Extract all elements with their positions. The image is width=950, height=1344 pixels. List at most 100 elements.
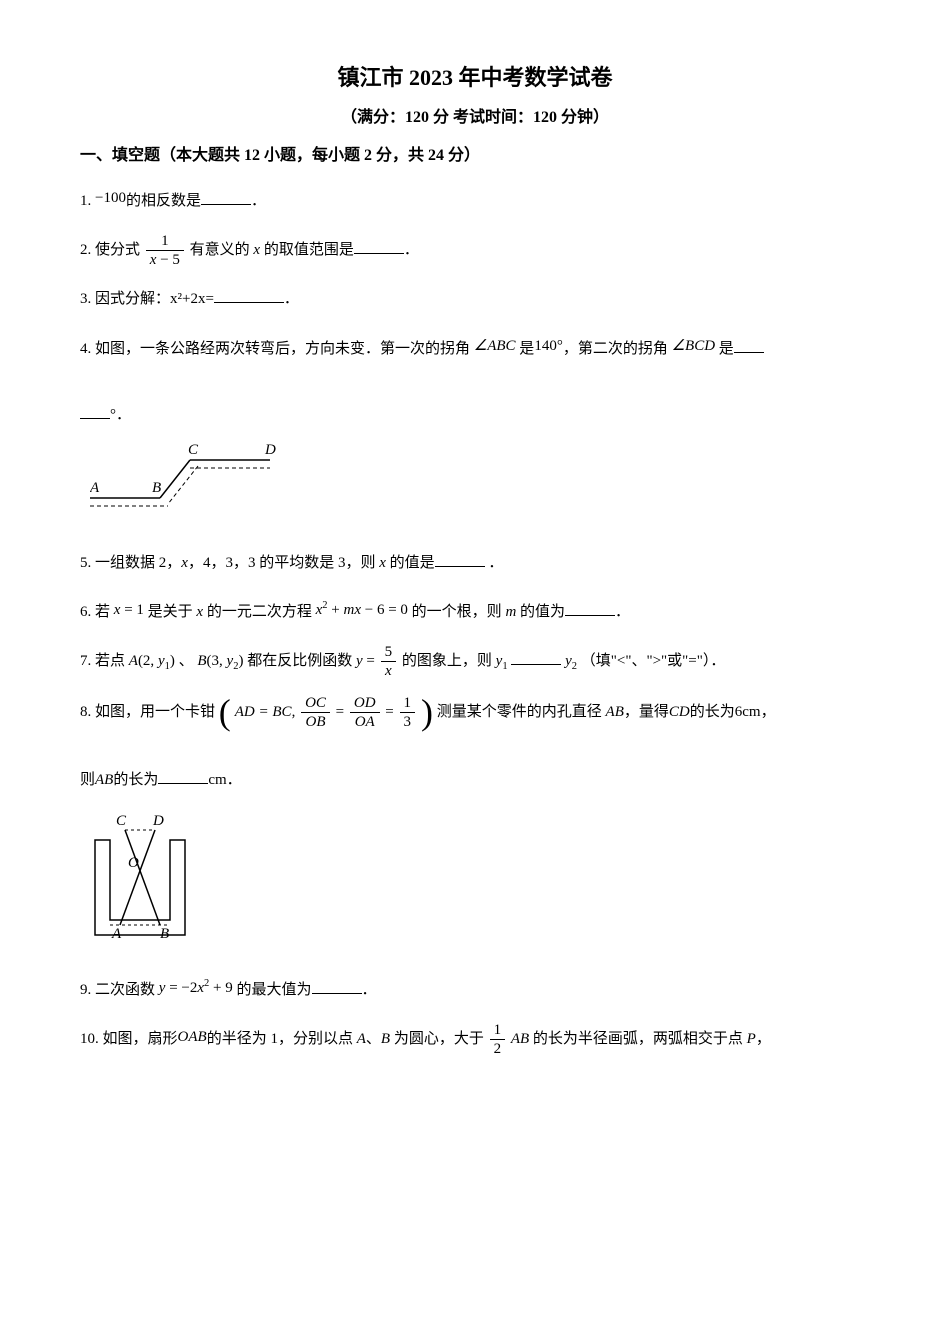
question-1: 1. −100的相反数是．	[80, 182, 870, 218]
q-text: 若	[95, 604, 110, 620]
var-ab: AB	[606, 704, 624, 720]
question-3: 3. 因式分解：x²+2x=．	[80, 283, 870, 316]
question-6: 6. 若 x = 1 是关于 x 的一元二次方程 x2 + mx − 6 = 0…	[80, 594, 870, 629]
big-paren: ( AD = BC, OCOB = ODOA = 13 )	[219, 694, 433, 731]
answer-blank	[214, 287, 284, 303]
q-text: 的图象上，则	[402, 653, 492, 669]
unit: cm．	[208, 772, 241, 788]
plus: +	[328, 602, 344, 618]
question-7: 7. 若点 A(2, y1) 、 B(3, y2) 都在反比例函数 y = 5 …	[80, 643, 870, 680]
point-P: P	[747, 1031, 756, 1047]
fraction-half: 12	[490, 1021, 506, 1058]
num-oc: OC	[301, 694, 330, 713]
value-neg100: −100	[95, 190, 126, 206]
var-oab: OAB	[178, 1029, 207, 1045]
q-text: ，4，3，3 的平均数是 3，则	[188, 555, 379, 571]
answer-blank	[201, 189, 251, 205]
q-number: 7.	[80, 653, 95, 669]
figure-caliper: C D O A B	[90, 805, 870, 958]
q-text: 若点	[95, 653, 125, 669]
answer-blank	[565, 600, 615, 616]
num-od: OD	[350, 694, 380, 713]
paren-content: AD = BC, OCOB = ODOA = 13	[231, 694, 421, 731]
q-text: 的一个根，则	[412, 604, 506, 620]
q-text: 的取值范围是	[260, 242, 354, 258]
var-ab: AB	[95, 772, 113, 788]
period: ．	[284, 291, 299, 307]
q-text: 都在反比例函数	[247, 653, 352, 669]
coord-l: (2,	[138, 653, 158, 669]
svg-text:D: D	[152, 813, 164, 829]
road-svg: C D A B	[90, 440, 300, 520]
q-number: 10.	[80, 1031, 103, 1047]
q-text: 是	[516, 341, 535, 357]
var-cd: CD	[669, 704, 690, 720]
q-text: 一组数据 2，	[95, 555, 181, 571]
point-A: A	[357, 1031, 366, 1047]
angle-abc: ∠ABC	[474, 338, 516, 354]
period: ．	[615, 604, 630, 620]
var-y: y	[356, 653, 363, 669]
q-text: 为圆心，大于	[390, 1031, 484, 1047]
question-2: 2. 使分式 1 x − 5 有意义的 x 的取值范围是．	[80, 232, 870, 269]
svg-text:B: B	[160, 926, 169, 942]
eq: =	[385, 704, 397, 720]
q-text: 使分式	[95, 242, 140, 258]
svg-text:D: D	[264, 442, 276, 458]
question-8: 8. 如图，用一个卡钳 ( AD = BC, OCOB = ODOA = 13 …	[80, 694, 870, 958]
fraction-den: x − 5	[146, 251, 184, 269]
var-mx: mx	[344, 602, 362, 618]
coord-l: (3,	[207, 653, 227, 669]
comma: ,	[292, 704, 300, 720]
q-number: 2.	[80, 242, 95, 258]
value-140: 140°	[534, 338, 563, 354]
answer-blank	[158, 768, 208, 784]
question-4: 4. 如图，一条公路经两次转弯后，方向未变．第一次的拐角 ∠ABC 是140°，…	[80, 330, 870, 533]
answer-blank	[734, 337, 764, 353]
answer-blank	[354, 238, 404, 254]
question-5: 5. 一组数据 2，x，4，3，3 的平均数是 3，则 x 的值是 ．	[80, 547, 870, 580]
question-9: 9. 二次函数 y = −2x2 + 9 的最大值为．	[80, 972, 870, 1007]
num-1: 1	[400, 694, 416, 713]
q-text: 的半径为 1，分别以点	[207, 1031, 357, 1047]
q-text: 的长为	[113, 772, 158, 788]
coord-r: )	[238, 653, 243, 669]
comma: ，	[756, 1031, 771, 1047]
answer-blank	[312, 978, 362, 994]
den-2: 2	[490, 1040, 506, 1058]
q-text: ，量得	[624, 704, 669, 720]
svg-text:C: C	[188, 442, 199, 458]
q-text: 二次函数	[95, 982, 155, 998]
point-B: B	[197, 653, 206, 669]
point-B: B	[381, 1031, 390, 1047]
q-text: 因式分解：x²+2x=	[95, 291, 214, 307]
q-text: 的值是	[386, 555, 435, 571]
rest: − 6 = 0	[361, 602, 408, 618]
caliper-svg: C D O A B	[90, 805, 200, 945]
point-A: A	[129, 653, 138, 669]
q-number: 8.	[80, 704, 95, 720]
q-text: 的长为	[690, 704, 735, 720]
fraction-num: 1	[146, 232, 184, 251]
degree-text: °．	[110, 407, 131, 423]
answer-blank	[511, 649, 561, 665]
q-text: 有意义的	[190, 242, 254, 258]
q-text: 的值为	[516, 604, 565, 620]
den-oa: OA	[350, 713, 380, 731]
sep: 、	[179, 653, 194, 669]
fraction-num: 5	[381, 643, 397, 662]
sub-1: 1	[502, 661, 507, 672]
q-number: 6.	[80, 604, 95, 620]
q-text: 如图，一条公路经两次转弯后，方向未变．第一次的拐角	[95, 341, 470, 357]
plus9: + 9	[209, 980, 232, 996]
comma: ，	[761, 704, 776, 720]
question-10: 10. 如图，扇形OAB的半径为 1，分别以点 A、B 为圆心，大于 12 AB…	[80, 1021, 870, 1058]
eq: =	[336, 704, 348, 720]
q-text: 的长为半径画弧，两弧相交于点	[533, 1031, 747, 1047]
q-text: 如图，用一个卡钳	[95, 704, 215, 720]
den-3: 3	[400, 713, 416, 731]
fraction: 1 x − 5	[146, 232, 184, 269]
section-heading: 一、填空题（本大题共 12 小题，每小题 2 分，共 24 分）	[80, 143, 870, 169]
den-rest: − 5	[156, 252, 179, 268]
den-ob: OB	[301, 713, 330, 731]
